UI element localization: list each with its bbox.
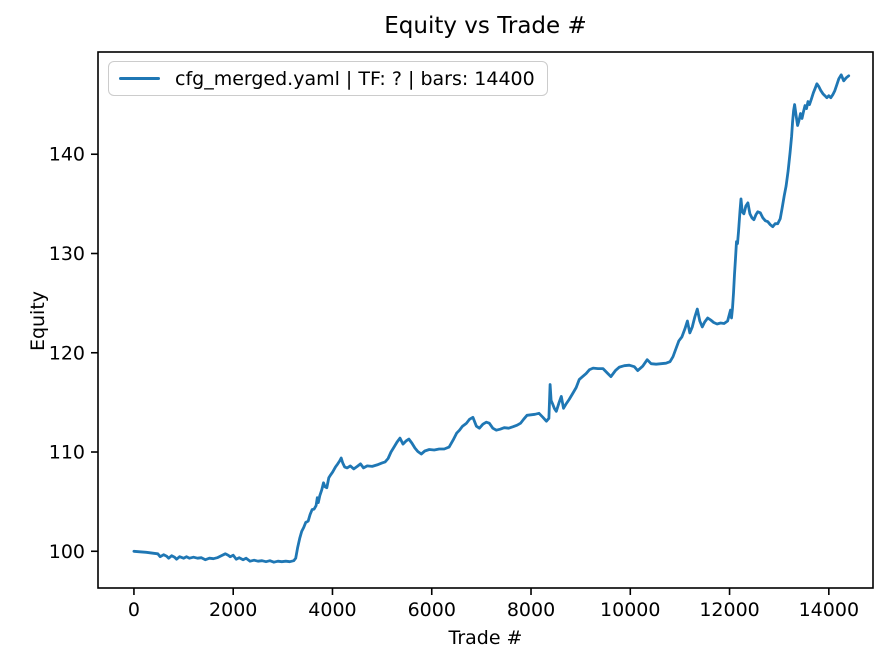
y-tick-label: 110 bbox=[49, 442, 85, 464]
equity-series-line bbox=[132, 73, 851, 564]
x-tick-label: 8000 bbox=[507, 599, 555, 621]
legend-entry-label: cfg_merged.yaml | TF: ? | bars: 14400 bbox=[175, 67, 535, 90]
y-tick-label: 130 bbox=[49, 243, 85, 265]
x-tick-label: 6000 bbox=[408, 599, 456, 621]
y-tick-label: 120 bbox=[49, 342, 85, 364]
y-tick-label: 140 bbox=[49, 144, 85, 166]
legend: cfg_merged.yaml | TF: ? | bars: 14400 bbox=[108, 61, 548, 96]
x-tick-label: 10000 bbox=[600, 599, 660, 621]
legend-line-swatch-icon bbox=[119, 77, 160, 80]
x-tick-label: 14000 bbox=[799, 599, 859, 621]
x-tick-label: 2000 bbox=[209, 599, 257, 621]
x-tick-label: 0 bbox=[128, 599, 140, 621]
chart-title: Equity vs Trade # bbox=[384, 13, 587, 39]
y-tick-label: 100 bbox=[49, 541, 85, 563]
y-axis-label: Equity bbox=[27, 290, 49, 352]
x-axis-label: Trade # bbox=[448, 627, 523, 649]
x-tick-label: 4000 bbox=[308, 599, 356, 621]
x-tick-label: 12000 bbox=[699, 599, 759, 621]
axes-frame bbox=[97, 51, 874, 589]
